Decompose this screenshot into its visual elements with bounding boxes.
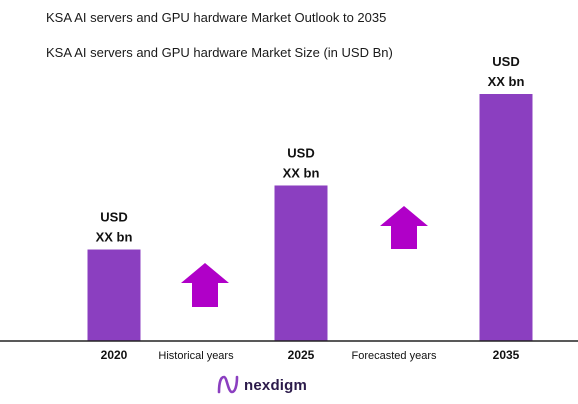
bar-value-label-line1: USD (492, 54, 519, 69)
bar-2020 (87, 249, 141, 341)
bar-value-label-line2: XX bn (283, 165, 320, 180)
bar-value-label-line1: USD (100, 210, 127, 225)
nexdigm-logo: nexdigm (216, 373, 307, 397)
nexdigm-logo-text: nexdigm (244, 376, 308, 394)
period-label-forecasted: Forecasted years (352, 350, 437, 362)
bar-value-label-line2: XX bn (96, 230, 133, 245)
growth-arrow-historical-icon (181, 263, 229, 307)
bar-value-label-line2: XX bn (488, 74, 525, 89)
nexdigm-logo-icon (217, 375, 239, 394)
chart-title: KSA AI servers and GPU hardware Market O… (46, 10, 387, 25)
period-label-historical: Historical years (158, 350, 234, 362)
bar-value-label-line1: USD (287, 145, 314, 160)
chart-subtitle: KSA AI servers and GPU hardware Market S… (46, 45, 393, 60)
growth-arrow-forecast-icon (380, 206, 428, 249)
x-tick-label-2020: 2020 (101, 348, 128, 362)
bar-2035 (479, 94, 533, 341)
x-tick-label-2035: 2035 (493, 348, 520, 362)
x-tick-label-2025: 2025 (288, 348, 315, 362)
bar-2025 (274, 185, 328, 341)
